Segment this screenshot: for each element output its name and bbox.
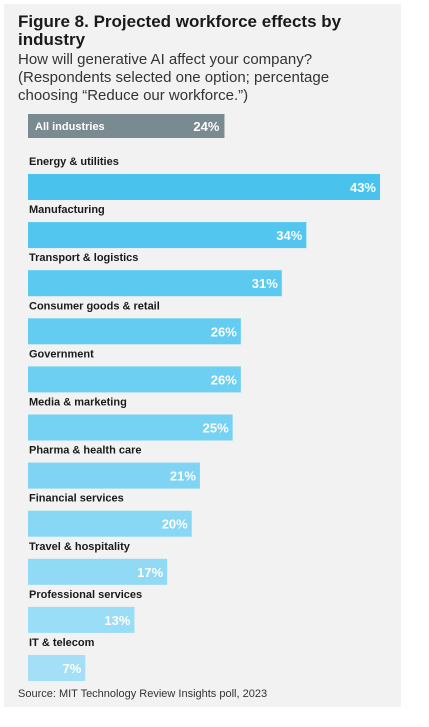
bar: [28, 414, 233, 441]
chart-subtitle: How will generative AI affect your compa…: [18, 51, 390, 105]
bar-value-label: 21%: [170, 469, 196, 484]
total-label: All industries: [35, 121, 105, 133]
bar: [28, 174, 380, 200]
category-label: Pharma & health care: [29, 445, 142, 457]
total-value-label: 24%: [193, 119, 219, 134]
category-label: Travel & hospitality: [29, 541, 131, 553]
total-bar: [28, 114, 225, 138]
bar: [28, 510, 192, 537]
chart-title: Figure 8. Projected workforce effects by…: [18, 12, 342, 49]
subtitle-line: (Respondents selected one option; percen…: [18, 69, 330, 86]
category-label: Government: [29, 348, 94, 360]
bar: [28, 462, 200, 489]
category-label: Professional services: [29, 589, 142, 601]
bar-value-label: 26%: [211, 324, 237, 339]
bar-value-label: 20%: [162, 517, 188, 532]
bar-value-label: 17%: [137, 565, 163, 580]
category-label: Energy & utilities: [29, 156, 119, 168]
bar: [28, 318, 241, 345]
bar: [28, 655, 86, 681]
bar: [28, 366, 241, 393]
bar-value-label: 13%: [104, 613, 130, 628]
bar: [28, 270, 282, 297]
subtitle-line: How will generative AI affect your compa…: [18, 51, 313, 68]
bar: [28, 222, 307, 249]
bar: [28, 558, 168, 585]
subtitle-line: choosing “Reduce our workforce.”): [18, 87, 249, 104]
bar-value-label: 26%: [211, 372, 237, 387]
category-label: Financial services: [29, 493, 124, 505]
bar-value-label: 25%: [203, 421, 229, 436]
category-label: Consumer goods & retail: [29, 300, 160, 312]
bar-value-label: 31%: [252, 276, 278, 291]
bar-value-label: 43%: [350, 180, 376, 195]
category-label: Media & marketing: [29, 397, 127, 409]
category-label: Transport & logistics: [29, 252, 138, 264]
bar-value-label: 34%: [276, 228, 302, 243]
bar: [28, 606, 135, 633]
category-label: Manufacturing: [29, 204, 105, 216]
bar-value-label: 7%: [63, 661, 82, 676]
source-note: Source: MIT Technology Review Insights p…: [18, 688, 268, 700]
category-label: IT & telecom: [29, 637, 95, 649]
